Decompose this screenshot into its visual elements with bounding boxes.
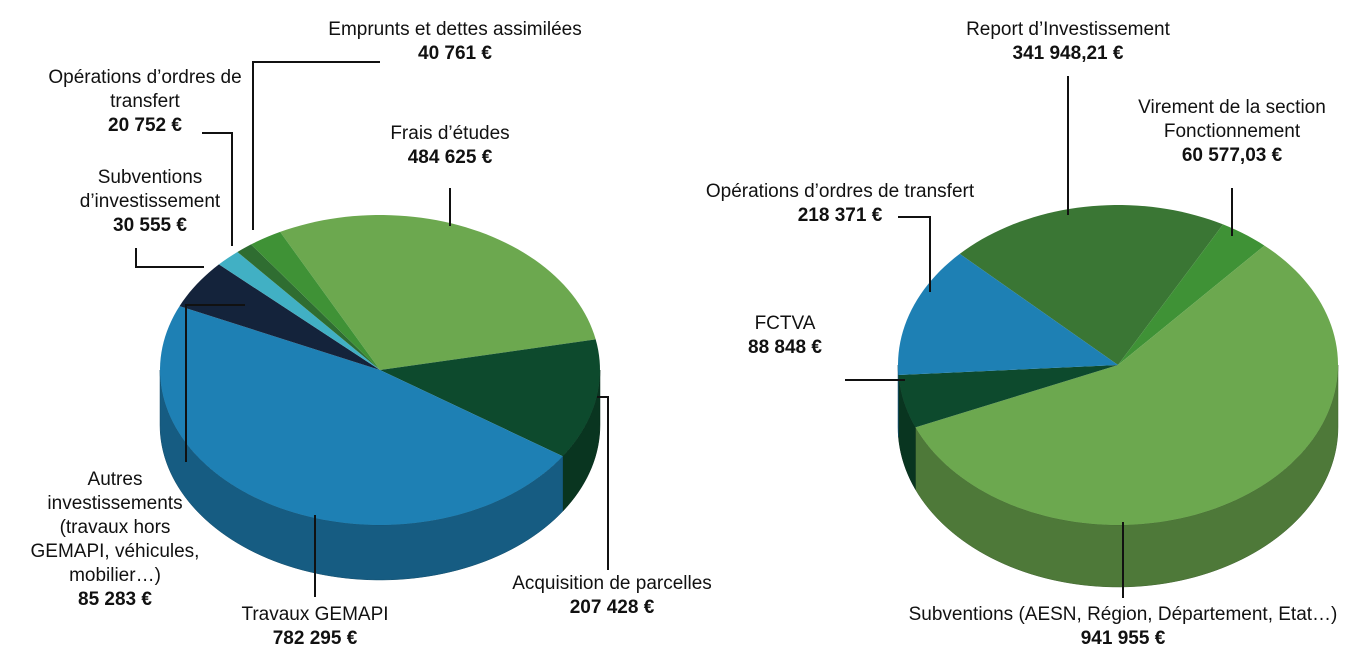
slice-label: Travaux GEMAPI 782 295 € bbox=[215, 603, 415, 651]
value-label: 341 948,21 € bbox=[1012, 43, 1124, 64]
value-label: 218 371 € bbox=[797, 205, 883, 226]
pie-slice bbox=[898, 253, 1118, 376]
pie-slice bbox=[1118, 224, 1265, 365]
leader-line bbox=[597, 396, 609, 570]
slice-label: Frais d’études 484 625 € bbox=[340, 122, 560, 170]
slice-label: Report d’Investissement 341 948,21 € bbox=[938, 18, 1198, 66]
value-label: 484 625 € bbox=[407, 147, 493, 168]
value-label: 30 555 € bbox=[113, 215, 187, 236]
value-label: 60 577,03 € bbox=[1181, 145, 1283, 166]
category-name: FCTVA bbox=[754, 313, 816, 334]
value-label: 941 955 € bbox=[1080, 628, 1166, 649]
slice-side bbox=[159, 369, 563, 581]
value-label: 88 848 € bbox=[748, 337, 822, 358]
slice-label: Emprunts et dettes assimilées 40 761 € bbox=[290, 18, 620, 66]
leader-line bbox=[185, 304, 245, 462]
category-name: Virement de la section Fonctionnement bbox=[1138, 97, 1326, 142]
value-label: 40 761 € bbox=[418, 43, 492, 64]
category-name: Frais d’études bbox=[390, 123, 510, 144]
pie-slice bbox=[179, 264, 380, 370]
value-label: 85 283 € bbox=[78, 589, 152, 610]
slice-label: Autres investissements (travaux hors GEM… bbox=[20, 468, 210, 612]
pie-slice bbox=[915, 245, 1338, 525]
leader-line bbox=[898, 216, 931, 292]
pie-slice bbox=[251, 231, 380, 370]
slice-label: Opérations d’ordres de transfert 218 371 … bbox=[670, 180, 1010, 228]
category-name: Opérations d’ordres de transfert bbox=[705, 181, 975, 202]
slice-label: Subventions d’investissement 30 555 € bbox=[60, 166, 240, 238]
category-name: Opérations d’ordres de transfert bbox=[48, 67, 242, 112]
pie-slice bbox=[898, 365, 1118, 428]
slice-label: Virement de la section Fonctionnement 60 … bbox=[1102, 96, 1362, 168]
pie-slice bbox=[237, 244, 380, 370]
pie-slice bbox=[280, 215, 596, 370]
slice-label: Acquisition de parcelles 207 428 € bbox=[482, 572, 742, 620]
category-name: Report d’Investissement bbox=[966, 19, 1170, 40]
category-name: Emprunts et dettes assimilées bbox=[328, 19, 582, 40]
value-label: 782 295 € bbox=[272, 628, 358, 649]
slice-label: Opérations d’ordres de transfert 20 752 € bbox=[45, 66, 245, 138]
pie-slice bbox=[380, 339, 600, 457]
value-label: 20 752 € bbox=[108, 115, 182, 136]
category-name: Travaux GEMAPI bbox=[241, 604, 389, 625]
leader-line bbox=[252, 61, 380, 230]
value-label: 207 428 € bbox=[569, 597, 655, 618]
category-name: Autres investissements (travaux hors GEM… bbox=[30, 469, 200, 586]
pie-slice bbox=[160, 306, 563, 525]
pie-slice bbox=[959, 205, 1224, 365]
category-name: Subventions (AESN, Région, Département, … bbox=[908, 604, 1338, 625]
slice-label: Subventions (AESN, Région, Département, … bbox=[883, 603, 1363, 651]
category-name: Subventions d’investissement bbox=[79, 167, 221, 212]
leader-line bbox=[202, 132, 233, 246]
leader-line bbox=[135, 248, 204, 268]
category-name: Acquisition de parcelles bbox=[512, 573, 712, 594]
slice-label: FCTVA 88 848 € bbox=[725, 312, 845, 360]
pie-slice bbox=[218, 251, 380, 370]
